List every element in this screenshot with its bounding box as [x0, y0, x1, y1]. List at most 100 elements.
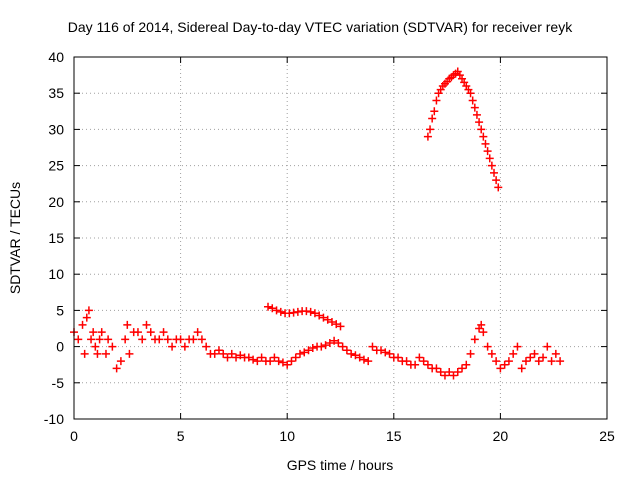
data-point [283, 360, 292, 369]
data-point [426, 125, 435, 134]
data-point [272, 306, 281, 315]
x-tick-label: 25 [599, 428, 615, 444]
data-point [146, 328, 155, 337]
data-point [462, 360, 471, 369]
data-point [268, 304, 277, 313]
grid-layer [74, 57, 607, 419]
data-point [496, 364, 505, 373]
data-point [475, 118, 484, 127]
data-point [539, 353, 548, 362]
data-point [477, 125, 486, 134]
data-point [479, 328, 488, 337]
data-point [125, 349, 134, 358]
data-point [78, 320, 87, 329]
data-point [319, 313, 328, 322]
data-point [133, 328, 142, 337]
data-point [359, 355, 368, 364]
data-point [295, 349, 304, 358]
data-point [479, 132, 488, 141]
data-point [423, 360, 432, 369]
y-tick-label: 0 [56, 339, 64, 355]
data-point [430, 107, 439, 116]
data-point [419, 357, 428, 366]
data-point [381, 348, 390, 357]
data-point [93, 349, 102, 358]
data-point [513, 342, 522, 351]
data-point [468, 96, 477, 105]
data-point [306, 307, 315, 316]
y-tick-label: 5 [56, 302, 64, 318]
x-tick-label: 5 [177, 428, 185, 444]
data-point [244, 353, 253, 362]
data-point [453, 367, 462, 376]
data-point [176, 335, 185, 344]
data-point [266, 357, 275, 366]
data-point [104, 335, 113, 344]
data-point [432, 364, 441, 373]
data-point [310, 309, 319, 318]
data-point [287, 357, 296, 366]
data-point [274, 357, 283, 366]
data-point [436, 367, 445, 376]
data-point [232, 353, 241, 362]
data-point [253, 357, 262, 366]
data-point [327, 317, 336, 326]
data-point [197, 335, 206, 344]
y-tick-label: 15 [48, 230, 64, 246]
data-point [547, 357, 556, 366]
data-point [526, 353, 535, 362]
data-point [336, 322, 345, 331]
data-point [227, 349, 236, 358]
data-point [317, 342, 326, 351]
data-point [123, 320, 132, 329]
data-point [521, 357, 530, 366]
data-point [142, 320, 151, 329]
data-point [415, 353, 424, 362]
data-point [411, 360, 420, 369]
data-point [323, 315, 332, 324]
data-point [355, 353, 364, 362]
chart-title: Day 116 of 2014, Sidereal Day-to-day VTE… [68, 19, 573, 35]
data-point [351, 351, 360, 360]
data-point [270, 353, 279, 362]
data-point [116, 357, 125, 366]
data-point [530, 349, 539, 358]
data-point [321, 341, 330, 350]
data-point [138, 335, 147, 344]
data-point [445, 367, 454, 376]
x-tick-label: 0 [70, 428, 78, 444]
data-point [481, 139, 490, 148]
y-tick-label: 35 [48, 85, 64, 101]
data-point [423, 132, 432, 141]
y-tick-label: 40 [48, 49, 64, 65]
data-point [477, 320, 486, 329]
data-point [428, 114, 437, 123]
x-tick-label: 15 [386, 428, 402, 444]
data-point [500, 360, 509, 369]
data-point [325, 338, 334, 347]
data-point [377, 346, 386, 355]
data-point [490, 168, 499, 177]
data-point [82, 313, 91, 322]
data-point [163, 335, 172, 344]
data-point [108, 342, 117, 351]
data-point [483, 342, 492, 351]
data-point [470, 103, 479, 112]
data-point [249, 355, 258, 364]
x-axis-label: GPS time / hours [287, 457, 394, 473]
data-point [97, 328, 106, 337]
data-point [155, 335, 164, 344]
data-point [219, 349, 228, 358]
data-point [180, 342, 189, 351]
y-tick-label: -5 [52, 375, 65, 391]
data-point [84, 306, 93, 315]
data-point [368, 342, 377, 351]
data-point [89, 328, 98, 337]
data-point [214, 346, 223, 355]
data-point [264, 302, 273, 311]
data-point [276, 307, 285, 316]
data-point [432, 96, 441, 105]
data-point [338, 342, 347, 351]
data-point [223, 353, 232, 362]
